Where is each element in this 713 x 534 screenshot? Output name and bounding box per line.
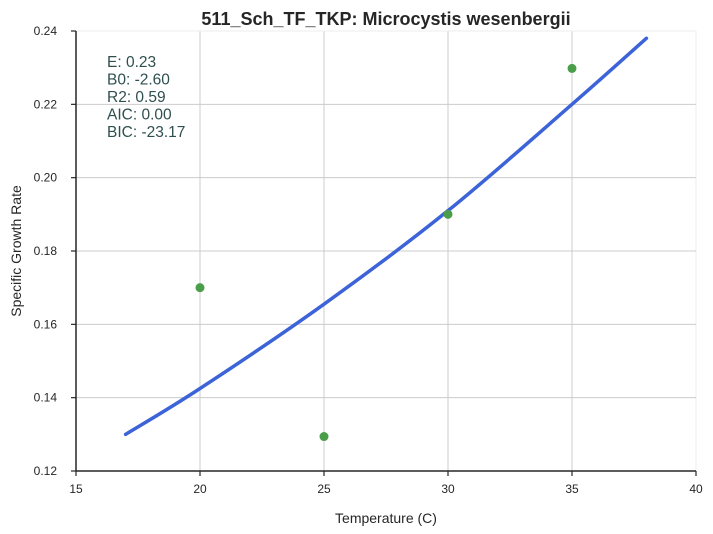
y-tick-label: 0.24 bbox=[34, 24, 58, 38]
y-tick-label: 0.14 bbox=[34, 391, 58, 405]
fit-stat-line: E: 0.23 bbox=[107, 54, 156, 71]
data-point-4 bbox=[567, 63, 577, 73]
fit-stat-line: AIC: 0.00 bbox=[107, 107, 172, 124]
fit-stat-line: R2: 0.59 bbox=[107, 89, 166, 106]
x-tick-label: 25 bbox=[317, 482, 331, 496]
x-tick-label: 30 bbox=[441, 482, 455, 496]
data-point-2 bbox=[319, 432, 329, 442]
x-ticks: 15 20 25 30 35 40 bbox=[69, 471, 703, 496]
y-ticks: 0.12 0.14 0.16 0.18 0.20 0.22 0.24 bbox=[34, 24, 76, 478]
y-tick-label: 0.22 bbox=[34, 97, 58, 111]
y-tick-label: 0.12 bbox=[34, 464, 58, 478]
x-axis-label: Temperature (C) bbox=[335, 510, 437, 526]
fit-curve-group bbox=[123, 36, 649, 437]
x-tick-label: 40 bbox=[689, 482, 703, 496]
x-tick-label: 20 bbox=[193, 482, 207, 496]
data-point-3 bbox=[443, 209, 453, 219]
data-point-1 bbox=[195, 283, 205, 293]
chart-title: 511_Sch_TF_TKP: Microcystis wesenbergii bbox=[201, 9, 570, 29]
y-tick-label: 0.20 bbox=[34, 171, 58, 185]
data-points bbox=[195, 63, 577, 442]
y-tick-label: 0.16 bbox=[34, 317, 58, 331]
fit-stat-line: BIC: -23.17 bbox=[107, 124, 185, 141]
fit-curve bbox=[123, 36, 649, 437]
fit-stat-line: B0: -2.60 bbox=[107, 72, 170, 89]
y-axis-label: Specific Growth Rate bbox=[8, 185, 24, 317]
x-tick-label: 35 bbox=[565, 482, 579, 496]
grid bbox=[76, 30, 697, 471]
x-tick-label: 15 bbox=[69, 482, 83, 496]
y-tick-label: 0.18 bbox=[34, 244, 58, 258]
